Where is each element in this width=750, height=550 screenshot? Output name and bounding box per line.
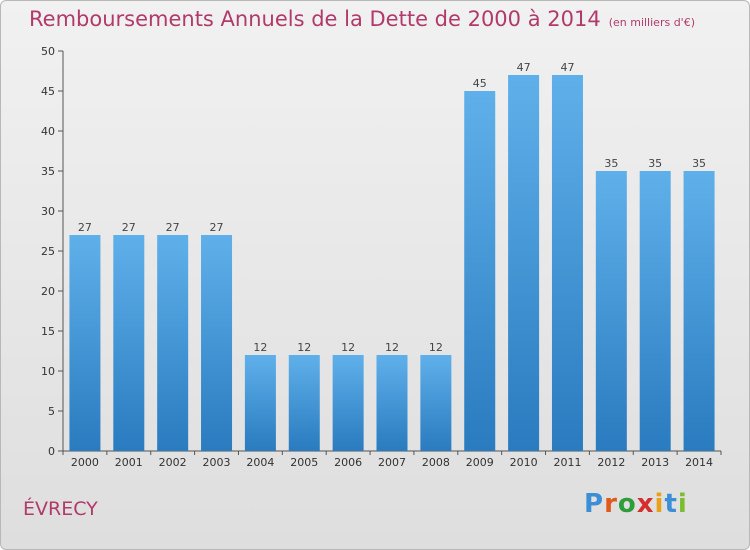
- x-tick-label-2004: 2004: [246, 456, 274, 469]
- bar-2001: [113, 235, 145, 451]
- y-tick-label: 45: [41, 85, 55, 98]
- y-tick-label: 40: [41, 125, 55, 138]
- x-tick-label-2009: 2009: [466, 456, 494, 469]
- data-label-2000: 27: [78, 221, 92, 234]
- x-tick-label-2003: 2003: [203, 456, 231, 469]
- chart-subtitle: (en milliers d'€): [608, 16, 695, 29]
- y-tick-label: 5: [48, 405, 55, 418]
- data-label-2011: 47: [560, 61, 574, 74]
- bar-2002: [157, 235, 189, 451]
- y-tick-label: 20: [41, 285, 55, 298]
- x-tick-label-2011: 2011: [553, 456, 581, 469]
- bar-2004: [244, 355, 276, 451]
- x-tick-label-2010: 2010: [510, 456, 538, 469]
- data-label-2002: 27: [166, 221, 180, 234]
- x-tick-label-2005: 2005: [290, 456, 318, 469]
- bar-2012: [595, 171, 627, 451]
- y-tick-label: 25: [41, 245, 55, 258]
- bar-2007: [376, 355, 408, 451]
- x-tick-label-2006: 2006: [334, 456, 362, 469]
- x-tick-label-2001: 2001: [115, 456, 143, 469]
- bar-2013: [639, 171, 671, 451]
- logo-letter: r: [604, 489, 618, 519]
- logo-letter: x: [636, 489, 655, 519]
- x-tick-label-2008: 2008: [422, 456, 450, 469]
- data-label-2003: 27: [210, 221, 224, 234]
- data-label-2012: 35: [604, 157, 618, 170]
- bars: [69, 75, 715, 451]
- y-tick-label: 10: [41, 365, 55, 378]
- bar-2008: [420, 355, 452, 451]
- logo-letter: t: [664, 489, 678, 519]
- y-tick-label: 0: [48, 445, 55, 458]
- logo-letter: o: [617, 489, 637, 519]
- x-tick-label-2014: 2014: [685, 456, 713, 469]
- logo-letter: P: [584, 489, 605, 519]
- bar-2000: [69, 235, 101, 451]
- data-label-2004: 12: [253, 341, 267, 354]
- data-label-2009: 45: [473, 77, 487, 90]
- y-tick-label: 30: [41, 205, 55, 218]
- data-label-2010: 47: [517, 61, 531, 74]
- data-label-2013: 35: [648, 157, 662, 170]
- bar-2003: [201, 235, 233, 451]
- data-label-2007: 12: [385, 341, 399, 354]
- y-tick-label: 35: [41, 165, 55, 178]
- bar-2010: [508, 75, 540, 451]
- logo-letter: i: [677, 489, 688, 519]
- x-tick-label-2000: 2000: [71, 456, 99, 469]
- x-tick-label-2007: 2007: [378, 456, 406, 469]
- data-label-2006: 12: [341, 341, 355, 354]
- bar-2014: [683, 171, 715, 451]
- x-tick-label-2013: 2013: [641, 456, 669, 469]
- proxiti-logo: Proxiti: [584, 489, 688, 519]
- y-tick-label: 50: [41, 45, 55, 58]
- bar-2011: [551, 75, 583, 451]
- data-label-2008: 12: [429, 341, 443, 354]
- bar-2009: [464, 91, 496, 451]
- chart-title-text: Remboursements Annuels de la Dette de 20…: [29, 7, 601, 31]
- data-label-2014: 35: [692, 157, 706, 170]
- y-tick-label: 15: [41, 325, 55, 338]
- bar-2005: [288, 355, 320, 451]
- x-tick-label-2012: 2012: [597, 456, 625, 469]
- x-tick-label-2002: 2002: [159, 456, 187, 469]
- data-label-2005: 12: [297, 341, 311, 354]
- data-label-2001: 27: [122, 221, 136, 234]
- logo-letter: i: [654, 489, 665, 519]
- axes: 0 5 10 15 20 25 30 35 40 45 50 2000 2001 2002 2003 2004…: [41, 45, 722, 469]
- data-labels: 27 27 27 27 12 12 12 12 12 45 47 47 35 35 35: [78, 61, 706, 354]
- bar-2006: [332, 355, 364, 451]
- city-name: ÉVRECY: [23, 498, 98, 520]
- chart-title: Remboursements Annuels de la Dette de 20…: [29, 7, 695, 31]
